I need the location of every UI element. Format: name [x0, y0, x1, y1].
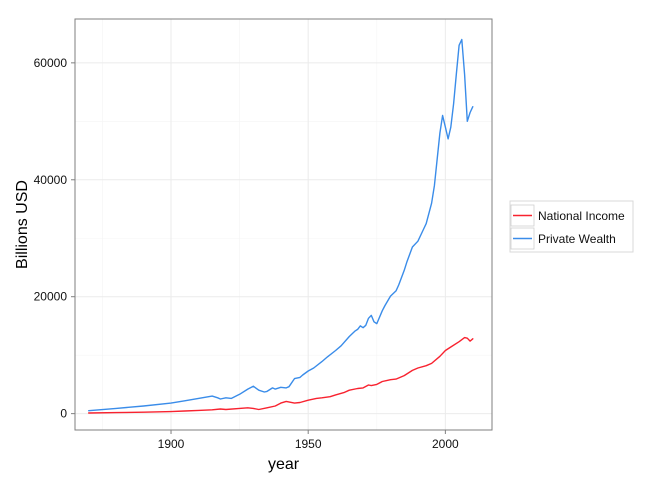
y-tick-label: 20000 — [34, 290, 68, 304]
x-tick-label: 1950 — [295, 437, 322, 451]
series-line-private-wealth — [87, 38, 474, 412]
y-axis-title: Billions USD — [14, 180, 31, 269]
legend-label: National Income — [538, 209, 625, 223]
y-tick-label: 0 — [60, 407, 67, 421]
legend-label: Private Wealth — [538, 232, 616, 246]
x-tick-label: 2000 — [432, 437, 459, 451]
minor-gridlines — [75, 19, 492, 430]
y-tick-label: 60000 — [34, 56, 68, 70]
x-axis-title: year — [268, 456, 300, 473]
series-lines — [87, 38, 474, 414]
legend: National Income Private Wealth — [509, 200, 634, 253]
y-axis: 0 20000 40000 60000 — [34, 56, 75, 421]
x-axis: 1900 1950 2000 — [158, 430, 459, 451]
plot-panel-background — [75, 19, 492, 430]
series-line-national-income — [87, 336, 474, 414]
major-gridlines — [75, 19, 492, 430]
plot-panel-border — [74, 18, 493, 431]
x-tick-label: 1900 — [158, 437, 185, 451]
y-tick-label: 40000 — [34, 173, 68, 187]
